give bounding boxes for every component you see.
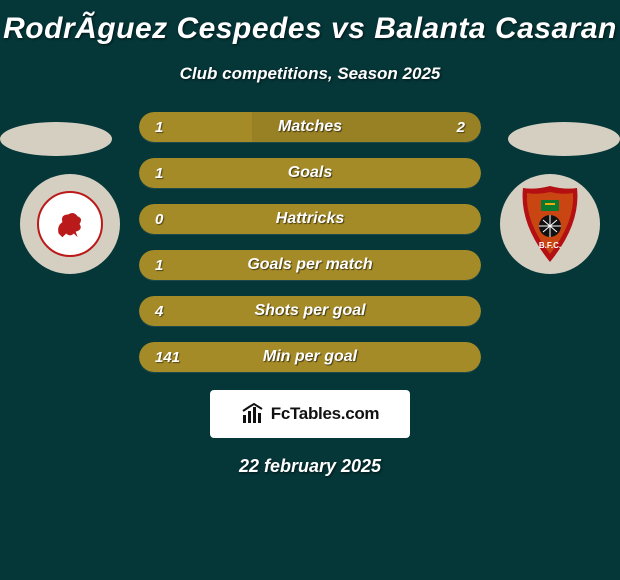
player-left-oval: [0, 122, 112, 156]
stat-row: 1 Goals: [139, 158, 481, 188]
shield-icon: B.F.C.: [515, 184, 585, 264]
stat-row: 1 Goals per match: [139, 250, 481, 280]
club-crest-right-badge: B.F.C.: [515, 184, 585, 264]
brand-box[interactable]: FcTables.com: [210, 390, 410, 438]
stat-label: Goals: [288, 164, 332, 182]
club-crest-right: B.F.C.: [500, 174, 600, 274]
stat-row: 0 Hattricks: [139, 204, 481, 234]
stat-rows: 1 2 Matches 1 Goals 0 Hattricks 1 Goals per matc…: [139, 112, 481, 372]
stat-row: 1 2 Matches: [139, 112, 481, 142]
svg-text:B.F.C.: B.F.C.: [539, 241, 561, 250]
stat-value-left: 4: [155, 303, 163, 320]
page-title: RodrÃ­guez Cespedes vs Balanta Casaran: [0, 0, 620, 46]
stat-label: Matches: [278, 118, 342, 136]
brand-label: FcTables.com: [271, 404, 380, 424]
stat-value-left: 1: [155, 257, 163, 274]
player-right-oval: [508, 122, 620, 156]
club-crest-left-badge: [37, 191, 103, 257]
stat-row: 141 Min per goal: [139, 342, 481, 372]
subtitle: Club competitions, Season 2025: [0, 64, 620, 84]
stat-value-left: 1: [155, 119, 163, 136]
stat-label: Shots per goal: [254, 302, 365, 320]
stat-label: Goals per match: [247, 256, 372, 274]
stats-icon: [241, 402, 265, 426]
stat-label: Hattricks: [276, 210, 344, 228]
date-label: 22 february 2025: [0, 456, 620, 477]
stat-value-left: 0: [155, 211, 163, 228]
lion-icon: [51, 205, 89, 243]
stat-value-left: 141: [155, 349, 180, 366]
stat-label: Min per goal: [263, 348, 357, 366]
stat-value-left: 1: [155, 165, 163, 182]
comparison-area: B.F.C. 1 2 Matches 1 Goals 0 Hattricks 1 Goals p…: [0, 112, 620, 477]
stat-value-right: 2: [457, 119, 465, 136]
club-crest-left: [20, 174, 120, 274]
stat-row: 4 Shots per goal: [139, 296, 481, 326]
